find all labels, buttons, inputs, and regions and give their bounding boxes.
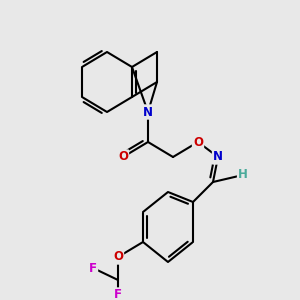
Text: H: H [238, 169, 248, 182]
Text: F: F [114, 289, 122, 300]
Text: N: N [213, 151, 223, 164]
Text: O: O [113, 250, 123, 263]
Text: O: O [193, 136, 203, 148]
Text: O: O [118, 151, 128, 164]
Text: N: N [143, 106, 153, 118]
Text: F: F [89, 262, 97, 275]
